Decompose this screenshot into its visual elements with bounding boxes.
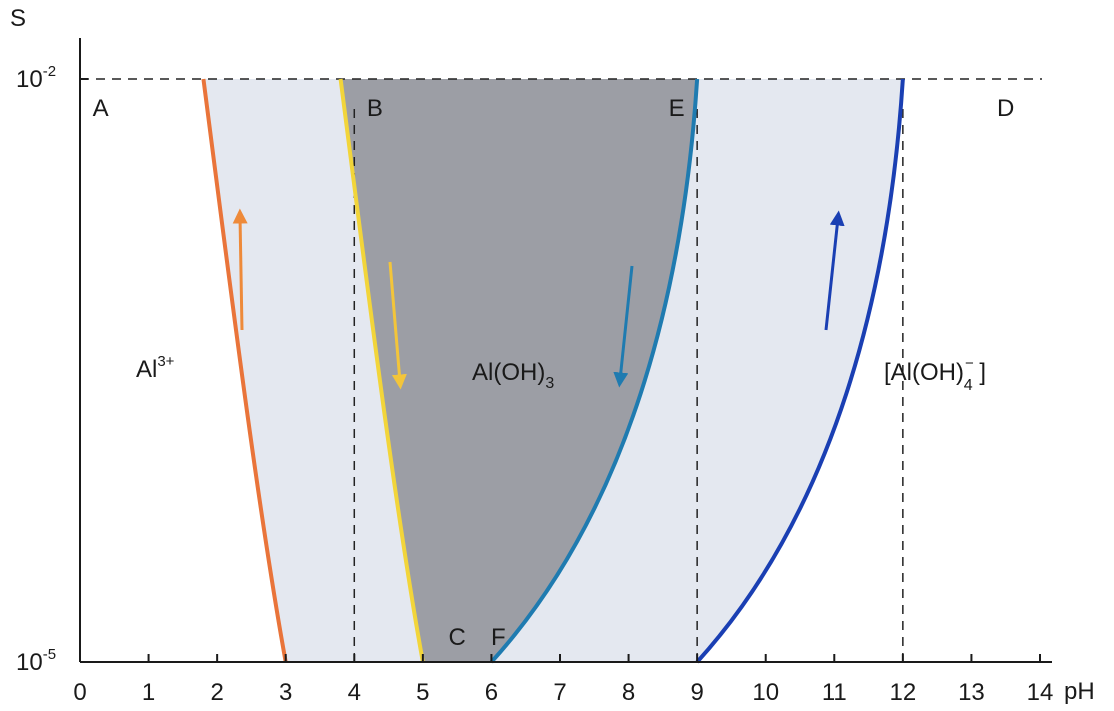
al3-charge: 3+ bbox=[157, 353, 174, 370]
x-tick-label: 14 bbox=[1027, 679, 1054, 706]
aluminate-base: [Al(OH) bbox=[884, 359, 964, 386]
curve-2 bbox=[338, 78, 425, 663]
x-tick-label: 7 bbox=[553, 679, 566, 706]
x-tick-label: 2 bbox=[210, 679, 223, 706]
point-label-b: B bbox=[367, 95, 383, 122]
x-tick-label: 11 bbox=[822, 679, 847, 706]
x-tick-label: 6 bbox=[485, 679, 498, 706]
curve-3 bbox=[489, 78, 700, 664]
x-tick-label: 4 bbox=[348, 679, 361, 706]
blue-up-arrow bbox=[824, 210, 845, 331]
curve-4 bbox=[695, 78, 905, 664]
aloh3-base: Al(OH) bbox=[472, 359, 545, 386]
al3-label: Al3+ bbox=[136, 353, 175, 383]
aloh3-subscript: 3 bbox=[545, 375, 554, 392]
dashed-verticals bbox=[353, 109, 904, 662]
point-label-e: E bbox=[669, 95, 685, 122]
y-tick-label: 10-2 bbox=[16, 63, 56, 93]
al3-base: Al bbox=[136, 356, 157, 383]
solubility-curves bbox=[201, 78, 905, 664]
point-label-c: C bbox=[448, 624, 465, 651]
aloh3-region-fill bbox=[340, 79, 698, 662]
y-axis-ticks: 10-2 10-5 bbox=[16, 63, 88, 676]
x-tick-label: 5 bbox=[416, 679, 429, 706]
aloh3-label: Al(OH)3 bbox=[472, 359, 554, 392]
point-label-f: F bbox=[491, 624, 506, 651]
orange-up-arrow bbox=[232, 208, 248, 331]
y-tick-label: 10-5 bbox=[16, 646, 56, 676]
x-tick-label: 1 bbox=[142, 679, 155, 706]
aluminate-label: [Al(OH)− 4 ] bbox=[884, 355, 986, 394]
x-tick-label: 0 bbox=[73, 679, 86, 706]
x-axis-title: pH bbox=[1064, 678, 1095, 705]
al3-region-fill bbox=[203, 79, 423, 662]
yellow-down-arrow bbox=[388, 261, 407, 390]
point-label-d: D bbox=[997, 95, 1014, 122]
x-tick-label: 3 bbox=[279, 679, 292, 706]
x-tick-label: 13 bbox=[958, 679, 985, 706]
teal-down-arrow bbox=[613, 265, 634, 388]
point-label-a: A bbox=[93, 95, 109, 122]
aluminate-bracket: ] bbox=[973, 359, 986, 386]
x-tick-label: 9 bbox=[690, 679, 703, 706]
x-axis-ticks: 0 1 2 3 4 5 6 7 8 9 10 11 12 13 14 bbox=[73, 654, 1053, 706]
x-tick-label: 12 bbox=[890, 679, 917, 706]
curve-1 bbox=[201, 78, 288, 663]
y-axis-title: S bbox=[10, 5, 26, 32]
region-letters: A B E D C F bbox=[93, 95, 1015, 651]
aluminate-subscript: 4 bbox=[964, 377, 973, 394]
x-tick-label: 10 bbox=[752, 679, 779, 706]
x-tick-label: 8 bbox=[622, 679, 635, 706]
aluminate-charge: − bbox=[965, 355, 974, 372]
